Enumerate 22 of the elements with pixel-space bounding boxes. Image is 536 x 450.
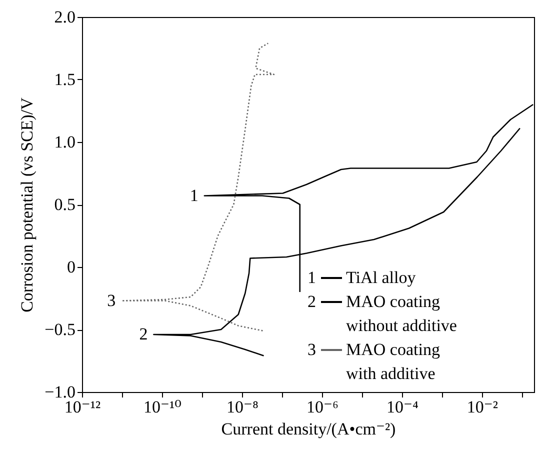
- y-tick-label: 2.0: [54, 8, 76, 26]
- legend-label: TiAl alloy: [346, 268, 416, 287]
- text: 3: [308, 340, 316, 359]
- x-tick-label: 10⁻⁴: [386, 398, 418, 416]
- annotation: 1: [190, 186, 198, 205]
- x-tick-label: 10⁻⁶: [306, 398, 338, 416]
- y-tick-label: 0.5: [54, 195, 76, 214]
- x-axis-title: Current density/(A•cm⁻²): [221, 420, 396, 438]
- text: 2: [308, 292, 316, 311]
- y-tick-label: 1.0: [54, 132, 76, 152]
- annotation: 3: [107, 290, 116, 310]
- legend-label: MAO coating without additive: [346, 292, 457, 335]
- x-tick-label: 10⁻²: [466, 398, 498, 416]
- x-tick-label: 10⁻⁸: [226, 398, 259, 416]
- y-axis-title: Corrosion potential (vs SCE)/V: [18, 96, 37, 312]
- annotation: 2: [139, 324, 148, 344]
- text: 1: [308, 268, 316, 287]
- x-tick-label: 10⁻¹⁰: [144, 398, 182, 416]
- y-tick-label: −0.5: [44, 320, 76, 339]
- y-tick-label: 1.5: [54, 70, 76, 89]
- y-tick-label: 0: [67, 258, 76, 276]
- legend-label: MAO coating with additive: [346, 340, 440, 383]
